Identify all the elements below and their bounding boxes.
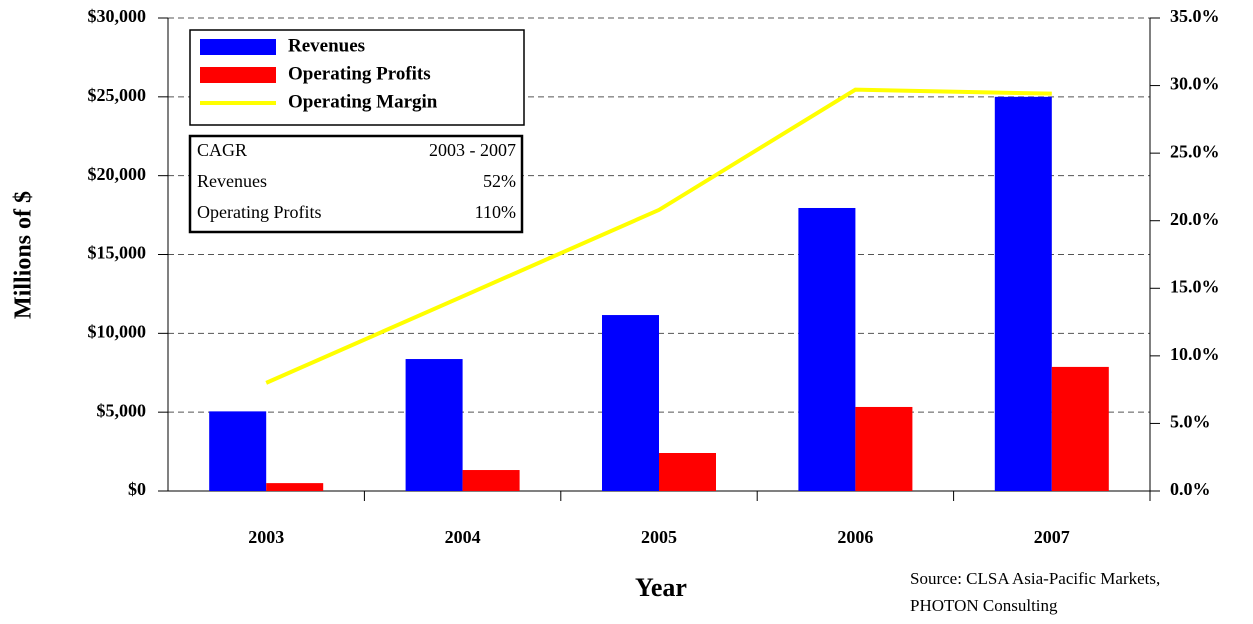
y-tick-label: $0 [128, 479, 146, 499]
bar [855, 406, 913, 491]
y-tick-label: $10,000 [88, 321, 147, 341]
cagr-cell: Operating Profits [197, 202, 321, 222]
y2-tick-label: 25.0% [1170, 141, 1220, 161]
bar [462, 470, 520, 491]
y2-tick-label: 30.0% [1170, 74, 1220, 94]
x-axis-label: Year [635, 573, 687, 602]
y-tick-label: $25,000 [88, 85, 147, 105]
bar [798, 207, 856, 491]
y-axis-label: Millions of $ [11, 191, 37, 319]
y-tick-label: $5,000 [97, 400, 147, 420]
x-tick-label: 2005 [641, 527, 677, 547]
bar [994, 96, 1052, 491]
y2-tick-label: 15.0% [1170, 276, 1220, 296]
cagr-cell: 2003 - 2007 [429, 140, 516, 160]
x-tick-label: 2004 [445, 527, 481, 547]
y2-tick-label: 10.0% [1170, 344, 1220, 364]
x-tick-label: 2003 [248, 527, 284, 547]
y-tick-label: $15,000 [88, 243, 147, 263]
legend-label: Operating Profits [288, 63, 431, 84]
y2-tick-label: 20.0% [1170, 209, 1220, 229]
cagr-cell: 52% [483, 171, 516, 191]
legend-label: Operating Margin [288, 91, 438, 112]
legend-swatch [200, 39, 276, 55]
x-tick-label: 2007 [1034, 527, 1070, 547]
line-series [265, 87, 1052, 385]
bar [602, 315, 659, 491]
cagr-cell: CAGR [197, 140, 247, 160]
bar [1051, 366, 1109, 491]
cagr-box [188, 134, 524, 234]
legend-swatch [200, 67, 276, 83]
source: PHOTON Consulting [910, 596, 1058, 615]
bar [266, 483, 324, 491]
source: Source: CLSA Asia-Pacific Markets, [910, 569, 1160, 588]
bar [405, 359, 463, 491]
y-tick-label: $30,000 [88, 6, 147, 26]
y2-tick-label: 35.0% [1170, 6, 1220, 26]
cagr-cell: Revenues [197, 171, 267, 191]
cagr-cell: 110% [475, 202, 516, 222]
bar [659, 453, 716, 491]
legend-label: Revenues [288, 35, 365, 56]
y-tick-label: $20,000 [88, 164, 147, 184]
bar [209, 411, 267, 491]
y2-tick-label: 5.0% [1170, 412, 1211, 432]
y2-tick-label: 0.0% [1170, 479, 1211, 499]
x-tick-label: 2006 [837, 527, 873, 547]
